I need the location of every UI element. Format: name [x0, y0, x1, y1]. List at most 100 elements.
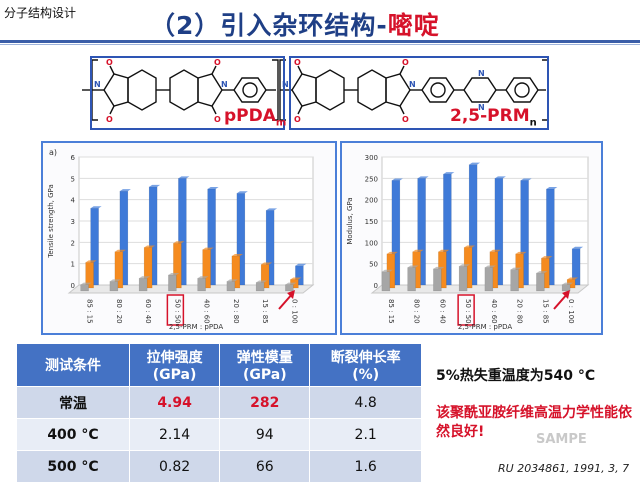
- x-tick-label: 15 : 85: [541, 299, 549, 324]
- y-tick-label: 0: [374, 282, 378, 290]
- bar: [138, 277, 148, 292]
- x-tick-label: 15 : 85: [261, 299, 269, 324]
- bar-top: [197, 276, 209, 279]
- highlight-box: [166, 294, 185, 326]
- title-accent: 嘧啶: [387, 11, 440, 40]
- svg-text:O: O: [214, 115, 221, 124]
- bar-top: [520, 178, 532, 181]
- properties-table: 测试条件 拉伸强度 (GPa) 弹性模量 (GPa) 断裂伸长率 (%) 常温 …: [16, 343, 422, 483]
- svg-text:N: N: [478, 103, 485, 112]
- bar: [265, 210, 275, 286]
- bar-top: [236, 191, 248, 194]
- x-tick-label: 85 : 15: [86, 299, 94, 324]
- y-tick-label: 150: [365, 218, 378, 226]
- bar-top: [256, 280, 268, 283]
- x-axis-label: 2,5-PRM : pPDA: [458, 323, 513, 331]
- bar: [433, 268, 442, 292]
- x-tick-label: 40 : 60: [203, 299, 211, 324]
- y-tick-label: 1: [71, 261, 75, 269]
- x-tick-label: 85 : 15: [387, 299, 395, 324]
- x-tick-label: 40 : 60: [490, 299, 498, 324]
- cell-tensile: 0.82: [128, 450, 221, 483]
- bar-top: [207, 187, 219, 189]
- bar: [255, 282, 265, 292]
- x-tick-label: 60 : 40: [144, 299, 152, 324]
- bar-top: [546, 187, 558, 189]
- bar-top: [494, 176, 506, 179]
- bar-top: [562, 282, 574, 285]
- ppda-label: pPDAm: [224, 106, 287, 129]
- chart-tensile: 0 1 2 3 4 5 6 85 : 15 80 : 20 60 : 40 50 : 50 40 : …: [41, 141, 337, 335]
- bar-top: [391, 178, 403, 181]
- header-modulus: 弹性模量 (GPa): [219, 343, 311, 387]
- plot-floor: [370, 284, 590, 294]
- title-divider-thin: [0, 44, 640, 45]
- table-header-row: 测试条件 拉伸强度 (GPa) 弹性模量 (GPa) 断裂伸长率 (%): [16, 343, 422, 387]
- bar: [381, 271, 391, 292]
- bar-top: [515, 251, 527, 254]
- cell-elongation: 4.8: [309, 386, 422, 419]
- x-tick-label: 20 : 80: [516, 299, 524, 324]
- modulus-chart-svg: 0 50 100 150 200 250 300 85 : 15 80 : 20 60 : 40 5…: [346, 154, 590, 331]
- header-elongation: 断裂伸长率 (%): [309, 343, 422, 387]
- bar-top: [464, 245, 476, 248]
- bar: [202, 249, 211, 289]
- bar: [285, 284, 294, 292]
- bar-top: [572, 246, 584, 249]
- bar: [168, 274, 177, 292]
- cell-condition: 400 °C: [16, 418, 130, 451]
- table-row: 常温 4.94 282 4.8: [16, 386, 422, 419]
- conclusion-note: 该聚酰亚胺纤维高温力学性能依然良好!: [436, 405, 632, 440]
- prm-label: 2,5-PRMn: [450, 106, 537, 129]
- bar: [484, 267, 494, 292]
- bar: [407, 267, 416, 292]
- bar-top: [149, 184, 161, 187]
- cell-condition: 500 °C: [16, 450, 130, 483]
- svg-text:N: N: [478, 69, 485, 78]
- svg-text:N: N: [282, 80, 289, 89]
- svg-text:O: O: [294, 115, 301, 124]
- cell-tensile: 2.14: [128, 418, 221, 451]
- bar: [143, 247, 153, 289]
- cell-tensile: 4.94: [128, 386, 221, 419]
- cell-elongation: 1.6: [309, 450, 422, 483]
- bar-top: [484, 265, 496, 268]
- y-tick-label: 200: [365, 197, 378, 205]
- bar: [114, 251, 124, 289]
- bar-top: [536, 271, 548, 274]
- bar-top: [226, 279, 238, 282]
- y-tick-label: 3: [71, 218, 75, 226]
- x-tick-label: 50 : 50: [464, 299, 472, 324]
- x-tick-label: 0 : 100: [290, 299, 298, 324]
- bar-top: [90, 206, 102, 209]
- arrow-head: [562, 290, 570, 299]
- title-main: （2）引入杂环结构-: [150, 11, 388, 40]
- bar-top: [469, 162, 481, 165]
- bar-top: [295, 263, 307, 266]
- reference-citation: RU 2034861, 1991, 3, 7: [498, 462, 630, 475]
- bar-top: [168, 273, 180, 275]
- y-tick-label: 6: [71, 154, 76, 162]
- bar: [520, 180, 529, 286]
- bar-top: [139, 276, 151, 279]
- ppda-highlight-box: [90, 56, 285, 130]
- svg-text:O: O: [402, 115, 409, 124]
- bar-top: [85, 260, 97, 263]
- header-tensile: 拉伸强度 (GPa): [128, 343, 221, 387]
- bar-top: [386, 251, 398, 254]
- weight-loss-note: 5%热失重温度为540 °C: [436, 368, 596, 384]
- y-axis-label: Tensile strength, GPa: [47, 184, 55, 258]
- plot-floor: [67, 284, 315, 294]
- x-tick-label: 0 : 100: [567, 299, 575, 324]
- y-tick-label: 100: [365, 239, 378, 247]
- y-axis-label: Modulus, GPa: [346, 197, 354, 244]
- bar: [561, 284, 571, 292]
- svg-text:O: O: [402, 58, 409, 67]
- bar-top: [567, 277, 579, 280]
- section-label: 分子结构设计: [4, 6, 77, 20]
- cell-elongation: 2.1: [309, 418, 422, 451]
- bar-top: [438, 249, 450, 252]
- bar-top: [109, 279, 121, 282]
- page-title: （2）引入杂环结构-嘧啶: [150, 6, 440, 42]
- bar-top: [290, 277, 302, 280]
